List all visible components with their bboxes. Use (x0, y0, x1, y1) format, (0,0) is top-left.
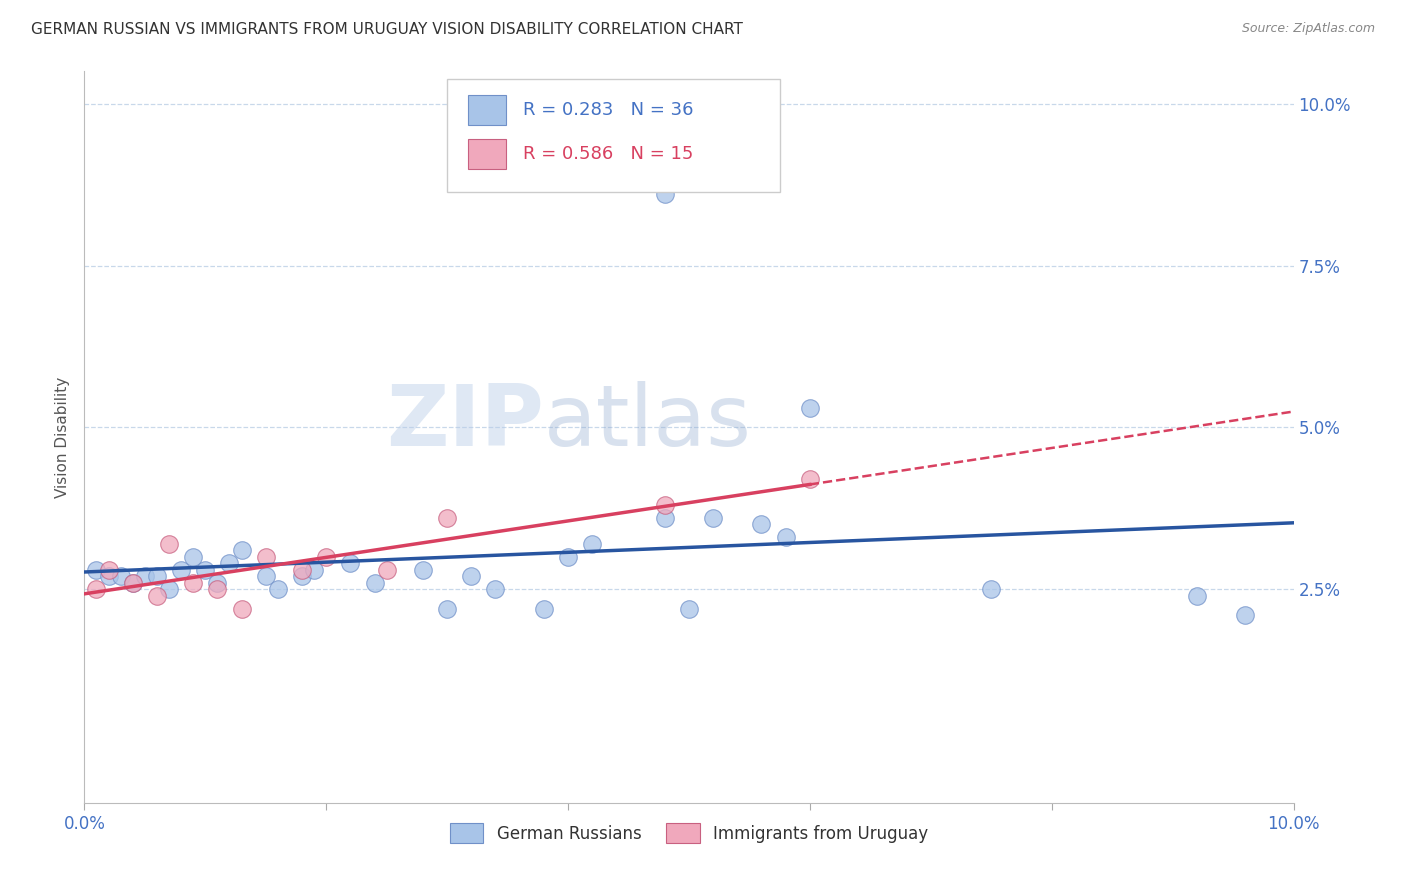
German Russians (157, 582, 180, 597)
German Russians (678, 601, 700, 615)
German Russians (363, 575, 385, 590)
German Russians (654, 187, 676, 202)
Immigrants from Uruguay (86, 582, 108, 597)
German Russians (702, 511, 724, 525)
Immigrants from Uruguay (654, 498, 676, 512)
Immigrants from Uruguay (799, 472, 821, 486)
German Russians (194, 563, 217, 577)
German Russians (1185, 589, 1208, 603)
German Russians (291, 569, 314, 583)
Immigrants from Uruguay (157, 537, 180, 551)
Text: ZIP: ZIP (387, 381, 544, 464)
German Russians (436, 601, 458, 615)
Immigrants from Uruguay (121, 575, 143, 590)
German Russians (751, 517, 773, 532)
German Russians (302, 563, 325, 577)
Immigrants from Uruguay (254, 549, 277, 564)
Text: atlas: atlas (544, 381, 752, 464)
German Russians (1234, 608, 1257, 623)
FancyBboxPatch shape (468, 138, 506, 169)
FancyBboxPatch shape (447, 78, 780, 192)
German Russians (110, 569, 132, 583)
German Russians (581, 537, 603, 551)
German Russians (775, 530, 797, 544)
German Russians (207, 575, 229, 590)
German Russians (267, 582, 290, 597)
FancyBboxPatch shape (468, 95, 506, 126)
German Russians (654, 511, 676, 525)
Text: Source: ZipAtlas.com: Source: ZipAtlas.com (1241, 22, 1375, 36)
German Russians (86, 563, 108, 577)
Immigrants from Uruguay (231, 601, 253, 615)
Text: R = 0.586   N = 15: R = 0.586 N = 15 (523, 145, 693, 163)
German Russians (980, 582, 1002, 597)
Immigrants from Uruguay (436, 511, 458, 525)
Immigrants from Uruguay (291, 563, 314, 577)
German Russians (170, 563, 193, 577)
Immigrants from Uruguay (375, 563, 398, 577)
Text: R = 0.283   N = 36: R = 0.283 N = 36 (523, 101, 693, 120)
German Russians (146, 569, 169, 583)
German Russians (412, 563, 434, 577)
German Russians (181, 549, 204, 564)
German Russians (557, 549, 579, 564)
German Russians (97, 569, 120, 583)
German Russians (484, 582, 506, 597)
Immigrants from Uruguay (146, 589, 169, 603)
German Russians (134, 569, 156, 583)
German Russians (121, 575, 143, 590)
Immigrants from Uruguay (181, 575, 204, 590)
Text: GERMAN RUSSIAN VS IMMIGRANTS FROM URUGUAY VISION DISABILITY CORRELATION CHART: GERMAN RUSSIAN VS IMMIGRANTS FROM URUGUA… (31, 22, 742, 37)
German Russians (533, 601, 555, 615)
German Russians (339, 557, 361, 571)
German Russians (231, 543, 253, 558)
Immigrants from Uruguay (207, 582, 229, 597)
Legend: German Russians, Immigrants from Uruguay: German Russians, Immigrants from Uruguay (443, 817, 935, 849)
German Russians (218, 557, 240, 571)
Immigrants from Uruguay (315, 549, 337, 564)
Immigrants from Uruguay (97, 563, 120, 577)
German Russians (799, 401, 821, 415)
German Russians (460, 569, 482, 583)
German Russians (254, 569, 277, 583)
Y-axis label: Vision Disability: Vision Disability (55, 376, 70, 498)
